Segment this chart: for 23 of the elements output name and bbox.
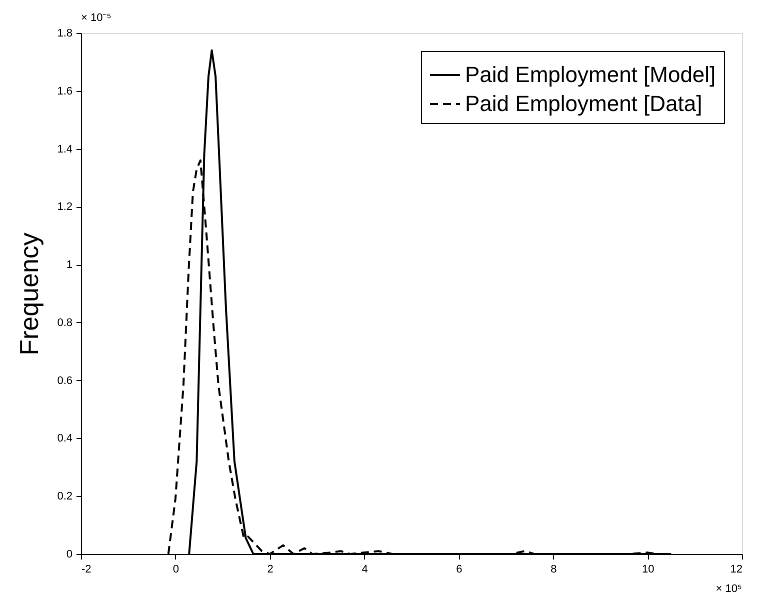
text: × 10⁻⁵ (81, 12, 112, 24)
x-tick-label: 8 (550, 564, 557, 576)
y-tick-label: 1.2 (57, 201, 72, 214)
text: × 10⁵ (716, 583, 742, 595)
y-tick-label: 1 (66, 259, 72, 272)
x-tick-label: 10 (642, 564, 654, 576)
x-tick-label: -2 (82, 564, 92, 576)
x-tick-label: 2 (267, 564, 274, 576)
legend-label: Paid Employment [Model] (465, 62, 716, 87)
y-tick-label: 0.8 (57, 316, 72, 329)
y-tick-label: 1.6 (57, 85, 72, 98)
y-tick-label: 0.4 (57, 432, 72, 445)
y-tick-label: 1.8 (57, 28, 72, 40)
y-tick-label: 0.2 (57, 490, 72, 503)
legend-label: Paid Employment [Data] (465, 91, 702, 116)
x-tick-label: 6 (456, 564, 462, 576)
y-tick-label: 1.4 (57, 143, 72, 156)
x-tick-label: 12 (730, 564, 742, 576)
x-tick-label: 4 (362, 564, 368, 576)
y-tick-label: 0.6 (57, 374, 72, 387)
y-tick-label: 0 (66, 548, 72, 560)
x-tick-label: 0 (172, 564, 179, 576)
y-axis-title: Frequency (14, 232, 44, 356)
